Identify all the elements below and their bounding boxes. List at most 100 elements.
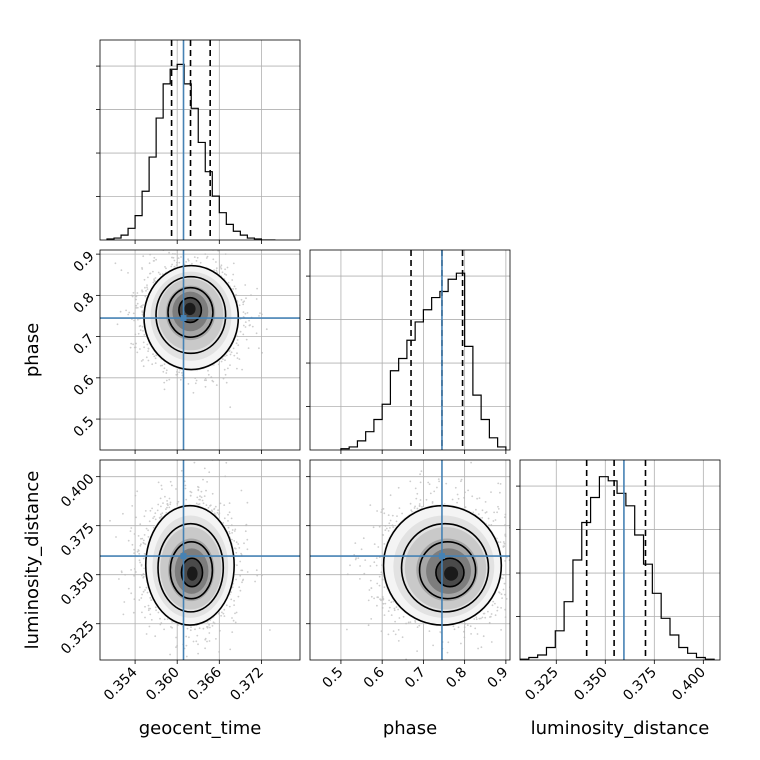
sample-point — [196, 256, 199, 259]
sample-point — [193, 461, 196, 464]
sample-point — [208, 632, 211, 634]
sample-point — [212, 380, 215, 383]
sample-point — [187, 259, 190, 262]
sample-point — [185, 644, 188, 647]
sample-point — [152, 260, 155, 262]
sample-point — [141, 310, 144, 313]
sample-point — [242, 311, 245, 313]
sample-point — [154, 208, 156, 210]
sample-point — [153, 278, 156, 281]
sample-point — [219, 629, 221, 632]
sample-point — [202, 627, 205, 630]
sample-point — [218, 513, 220, 516]
sample-point — [140, 597, 143, 599]
sample-point — [218, 512, 221, 514]
sample-point — [224, 268, 227, 271]
sample-point — [225, 604, 228, 607]
sample-point — [135, 516, 138, 519]
sample-point — [463, 626, 466, 628]
sample-point — [155, 258, 158, 261]
sample-point — [142, 341, 145, 344]
sample-point — [187, 258, 190, 261]
sample-point — [168, 497, 171, 500]
sample-point — [223, 504, 226, 506]
sample-point — [496, 511, 498, 514]
sample-point — [133, 552, 136, 554]
sample-point — [204, 638, 207, 641]
sample-point — [141, 593, 144, 596]
sample-point — [242, 333, 245, 336]
sample-point — [460, 480, 462, 483]
sample-point — [147, 359, 150, 362]
sample-point — [130, 569, 133, 571]
sample-point — [194, 628, 196, 631]
sample-point — [153, 279, 156, 282]
contour-level-4 — [180, 557, 204, 588]
sample-point — [171, 256, 174, 259]
sample-point — [144, 510, 147, 512]
sample-point — [173, 265, 176, 268]
sample-point — [247, 347, 250, 349]
sample-point — [136, 351, 139, 354]
pair-content — [310, 460, 510, 660]
contour-level-3 — [169, 541, 214, 600]
sample-point — [246, 501, 249, 504]
sample-point — [504, 608, 507, 611]
sample-point — [161, 512, 164, 515]
sample-point — [240, 569, 243, 572]
pair-panel-geocent_time-phase — [99, 208, 301, 451]
sample-point — [470, 633, 472, 635]
sample-point — [464, 622, 467, 625]
sample-point — [169, 480, 172, 483]
hist-frame-phase — [309, 249, 511, 451]
sample-point — [168, 251, 171, 254]
sample-point — [175, 373, 178, 376]
sample-point — [137, 535, 140, 537]
sample-point — [184, 487, 187, 490]
sample-point — [233, 540, 236, 542]
sample-point — [245, 523, 248, 526]
sample-point — [133, 574, 136, 577]
sample-point — [168, 506, 171, 509]
sample-point — [497, 482, 500, 485]
sample-point — [206, 481, 209, 483]
sample-point — [235, 293, 238, 296]
sample-point — [161, 488, 163, 490]
sample-point — [138, 559, 141, 562]
sample-point — [142, 255, 145, 258]
sample-point — [372, 526, 375, 529]
sample-point — [215, 261, 217, 263]
sample-point — [395, 520, 398, 523]
sample-point — [233, 599, 236, 602]
sample-point — [132, 291, 135, 294]
sample-point — [175, 488, 177, 490]
sample-point — [199, 495, 201, 498]
sample-point — [217, 509, 220, 512]
sample-point — [157, 611, 160, 614]
sample-point — [135, 307, 138, 309]
sample-point — [147, 604, 150, 607]
sample-point — [232, 347, 235, 350]
sample-point — [229, 353, 232, 356]
sample-point — [129, 346, 132, 349]
sample-point — [491, 604, 494, 607]
sample-point — [178, 217, 180, 219]
sample-point — [203, 379, 206, 382]
sample-point — [140, 563, 143, 566]
sample-point — [172, 253, 174, 255]
sample-point — [176, 502, 179, 505]
sample-point — [141, 611, 143, 614]
sample-point — [137, 332, 140, 335]
sample-point — [136, 292, 139, 294]
sample-point — [224, 359, 226, 362]
sample-point — [237, 595, 240, 598]
sample-point — [236, 367, 238, 370]
sample-point — [409, 502, 412, 505]
sample-point — [144, 616, 146, 619]
sample-point — [463, 636, 466, 639]
sample-point — [141, 267, 143, 269]
sample-point — [198, 498, 201, 501]
sample-point — [143, 534, 146, 536]
sample-point — [161, 364, 164, 367]
sample-point — [206, 640, 208, 643]
